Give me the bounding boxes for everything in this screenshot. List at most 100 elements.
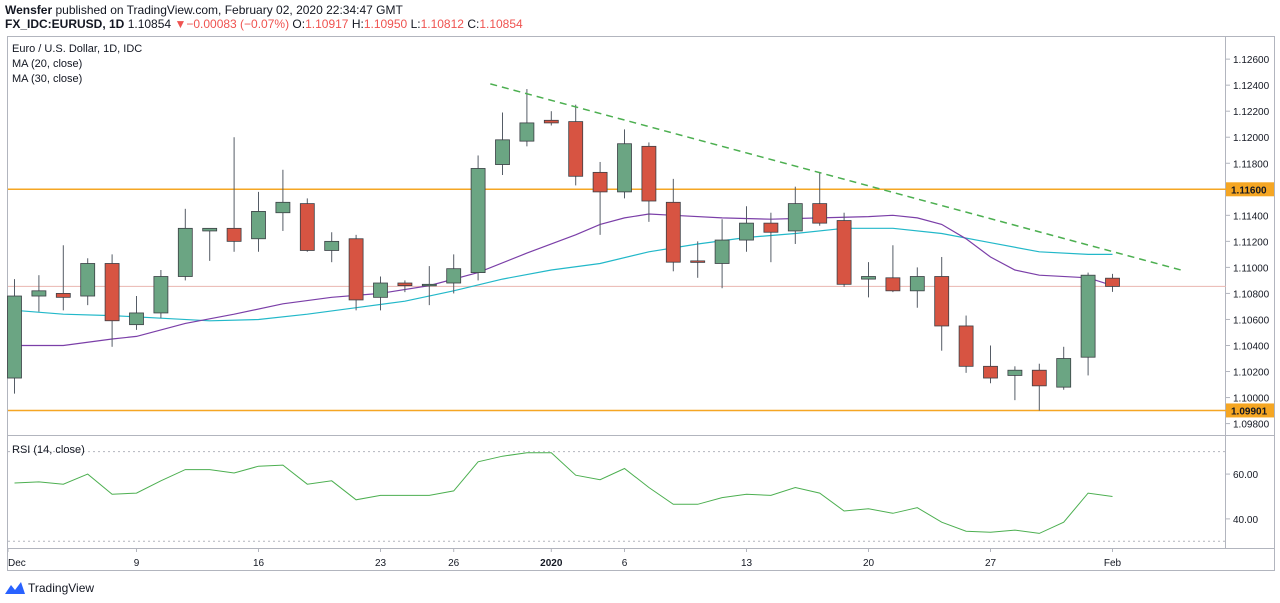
legend-ma30: MA (30, close) (12, 73, 82, 85)
candle-body (665, 201, 681, 263)
bearish-candle (543, 111, 559, 126)
bearish-candle (958, 315, 974, 373)
time-tick-label: 20 (863, 558, 875, 569)
candle-body (519, 122, 535, 142)
bearish-candle (397, 280, 413, 293)
price-tick-label: 1.12600 (1233, 55, 1270, 66)
brand-name: TradingView (28, 581, 95, 595)
bullish-candle (739, 206, 754, 252)
tradingview-logo[interactable]: TradingView (5, 581, 94, 595)
time-tick-label: 26 (448, 558, 460, 569)
bullish-candle (275, 169, 291, 231)
candle-body (1056, 358, 1072, 388)
candle-body (592, 171, 608, 193)
candle-body (690, 260, 706, 263)
legend-title: Euro / U.S. Dollar, 1D, IDC (12, 43, 142, 55)
candle-body (714, 239, 730, 264)
symbol-info: FX_IDC:EURUSD, 1D 1.10854 ▼−0.00083 (−0.… (5, 17, 523, 31)
candle-body (1080, 274, 1096, 358)
candle-body (763, 222, 779, 233)
candle-body (470, 168, 486, 273)
candle-body (617, 143, 632, 193)
price-tick-label: 1.10000 (1233, 394, 1270, 405)
bullish-candle (324, 232, 340, 263)
price-tick-label: 1.11200 (1233, 237, 1269, 248)
bearish-candle (763, 212, 779, 263)
bullish-candle (1056, 346, 1072, 390)
published-text: published on TradingView.com, February 0… (55, 3, 403, 17)
bullish-candle (202, 227, 218, 261)
low-label: L: (410, 17, 421, 31)
close-value: 1.10854 (479, 17, 523, 31)
candle-body (446, 268, 462, 284)
bearish-candle (104, 254, 120, 347)
candle-body (299, 203, 315, 251)
candle-body (495, 139, 510, 165)
bullish-candle (617, 129, 632, 199)
price-tick-label: 1.10800 (1233, 289, 1270, 300)
tradingview-icon (5, 582, 25, 594)
price-tick-label: 1.11000 (1233, 263, 1269, 274)
candle-body (153, 276, 169, 314)
bearish-candle (983, 345, 998, 384)
time-tick-label: 27 (985, 558, 997, 569)
low-value: 1.10812 (420, 17, 464, 31)
price-tick-label: 1.12400 (1233, 81, 1270, 92)
rsi-tick-label: 60.00 (1233, 470, 1258, 481)
time-tick-label: 9 (134, 558, 140, 569)
bullish-candle (861, 262, 876, 298)
high-value: 1.10950 (363, 17, 408, 31)
bearish-candle (690, 241, 706, 278)
legend-ma20: MA (20, close) (12, 58, 82, 70)
bullish-candle (177, 208, 193, 281)
candle-body (1105, 277, 1120, 287)
author-name[interactable]: Wensfer (5, 3, 53, 17)
bearish-candle (836, 212, 852, 287)
high-label: H: (351, 17, 364, 31)
candle-body (543, 119, 559, 124)
time-tick-label: 2020 (540, 558, 563, 569)
bearish-candle (665, 178, 681, 272)
ma20-line (14, 213, 1113, 347)
bearish-candle (568, 104, 584, 186)
candle-body (787, 203, 803, 232)
price-tick-label: 1.11400 (1233, 211, 1269, 222)
bullish-candle (495, 112, 510, 175)
open-label: O: (292, 17, 306, 31)
bullish-candle (421, 266, 437, 306)
bullish-candle (787, 186, 803, 244)
bullish-candle (714, 219, 730, 289)
time-tick-label: Feb (1104, 558, 1122, 569)
bullish-candle (470, 155, 486, 281)
candle-body (983, 365, 998, 379)
bullish-candle (909, 267, 925, 308)
bearish-candle (934, 256, 950, 351)
candle-body (861, 276, 876, 280)
candle-body (104, 263, 120, 322)
level-price-tag (1226, 182, 1274, 197)
candle-body (129, 312, 144, 326)
bearish-candle (1105, 273, 1120, 292)
bullish-candle (80, 258, 96, 306)
bearish-candle (226, 137, 242, 252)
bullish-candle (373, 276, 388, 311)
price-change: −0.00083 (−0.07%) (186, 17, 290, 31)
price-tick-label: 1.10600 (1233, 315, 1270, 326)
candle-body (251, 211, 266, 240)
time-tick-label: Dec (8, 558, 26, 569)
candle-body (324, 240, 340, 251)
bullish-candle (1080, 272, 1096, 376)
bullish-candle (153, 269, 169, 319)
candle-body (909, 276, 925, 292)
candle-body (421, 283, 437, 287)
price-tick-label: 1.10200 (1233, 368, 1270, 379)
candle-body (348, 238, 364, 301)
price-tick-label: 1.09800 (1233, 420, 1270, 431)
bullish-candle (7, 279, 22, 394)
time-tick-label: 16 (253, 558, 265, 569)
candle-body (55, 293, 71, 298)
publish-info: Wensfer published on TradingView.com, Fe… (5, 3, 403, 17)
candle-body (226, 227, 242, 242)
bullish-candle (446, 254, 462, 294)
